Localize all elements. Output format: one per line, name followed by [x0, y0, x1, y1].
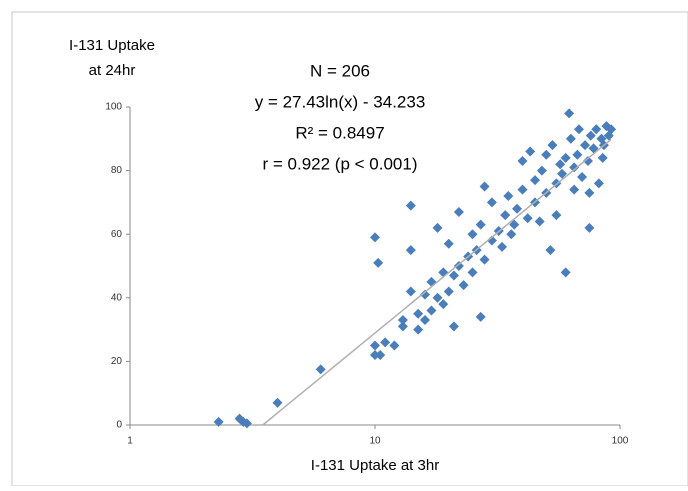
data-point [213, 416, 224, 427]
data-point [565, 133, 576, 144]
data-point [479, 254, 490, 265]
data-point [241, 418, 252, 429]
data-point [536, 165, 547, 176]
data-point [370, 232, 380, 243]
data-point [580, 140, 591, 151]
data-point [564, 108, 575, 119]
data-point [572, 149, 583, 160]
y-tick-label: 100 [105, 102, 122, 113]
data-point [272, 397, 283, 408]
data-point [582, 156, 593, 167]
data-point [606, 124, 617, 135]
data-point [573, 124, 584, 135]
chart-frame [11, 11, 688, 487]
data-point [370, 340, 380, 351]
data-point [555, 159, 566, 170]
annotation: R² = 0.8497 [295, 123, 384, 142]
annotation: y = 27.43ln(x) - 34.233 [255, 92, 426, 111]
data-point [467, 267, 478, 278]
data-point [397, 315, 408, 326]
data-point [557, 168, 568, 179]
annotation: N = 206 [310, 61, 370, 80]
data-point [443, 286, 454, 297]
data-point [551, 210, 562, 221]
data-point [517, 184, 528, 195]
data-point [577, 171, 588, 182]
y-tick-label: 40 [111, 292, 123, 303]
x-tick-label: 10 [369, 436, 381, 447]
data-point [560, 267, 571, 278]
data-point [420, 289, 431, 300]
data-point [509, 219, 520, 230]
data-point [584, 187, 595, 198]
data-point [500, 210, 511, 221]
y-axis-label: I-131 Uptake [69, 37, 155, 54]
data-point [389, 340, 400, 351]
data-point [584, 222, 595, 233]
data-point [479, 181, 490, 192]
data-point [405, 245, 416, 256]
trendline [262, 138, 612, 426]
data-point [413, 324, 424, 335]
data-point [475, 219, 486, 230]
data-point [453, 206, 464, 217]
data-point [525, 146, 536, 157]
data-point [545, 245, 556, 256]
data-point [547, 140, 558, 151]
data-point [506, 229, 517, 240]
data-point [497, 241, 508, 252]
data-point [443, 238, 454, 249]
data-point [530, 175, 541, 186]
data-point [405, 200, 416, 211]
data-point [426, 305, 437, 316]
y-tick-label: 60 [111, 229, 123, 240]
data-point [486, 197, 497, 208]
x-tick-label: 100 [612, 436, 629, 447]
y-axis-label: at 24hr [89, 62, 136, 79]
y-tick-label: 80 [111, 165, 123, 176]
data-point [486, 235, 497, 246]
data-point [585, 130, 596, 141]
data-point [420, 315, 431, 326]
data-point [448, 321, 459, 332]
data-point [438, 299, 449, 310]
data-point [373, 257, 384, 268]
data-point [380, 337, 391, 348]
y-tick-label: 0 [116, 420, 122, 431]
x-axis-label: I-131 Uptake at 3hr [311, 457, 439, 474]
data-point [597, 152, 608, 163]
data-point [413, 308, 424, 319]
data-point [397, 321, 408, 332]
data-point [375, 350, 386, 361]
annotation: r = 0.922 (p < 0.001) [263, 154, 418, 173]
data-point [522, 213, 533, 224]
data-point [569, 162, 580, 173]
data-point [475, 311, 486, 322]
data-point [512, 203, 523, 214]
data-point [534, 216, 545, 227]
data-point [541, 149, 552, 160]
data-point [432, 222, 443, 233]
data-point [370, 350, 380, 361]
data-point [453, 261, 464, 271]
data-point [467, 229, 478, 240]
y-tick-label: 20 [111, 356, 123, 367]
data-point [503, 191, 514, 202]
data-point [517, 156, 528, 167]
data-point [560, 152, 571, 163]
data-point [591, 124, 602, 135]
data-point [315, 364, 326, 375]
data-point [448, 270, 459, 281]
data-point [593, 178, 604, 189]
data-point [458, 280, 469, 291]
data-point [569, 184, 580, 195]
data-point [432, 292, 443, 303]
data-point [405, 286, 416, 297]
x-tick-label: 1 [127, 436, 133, 447]
